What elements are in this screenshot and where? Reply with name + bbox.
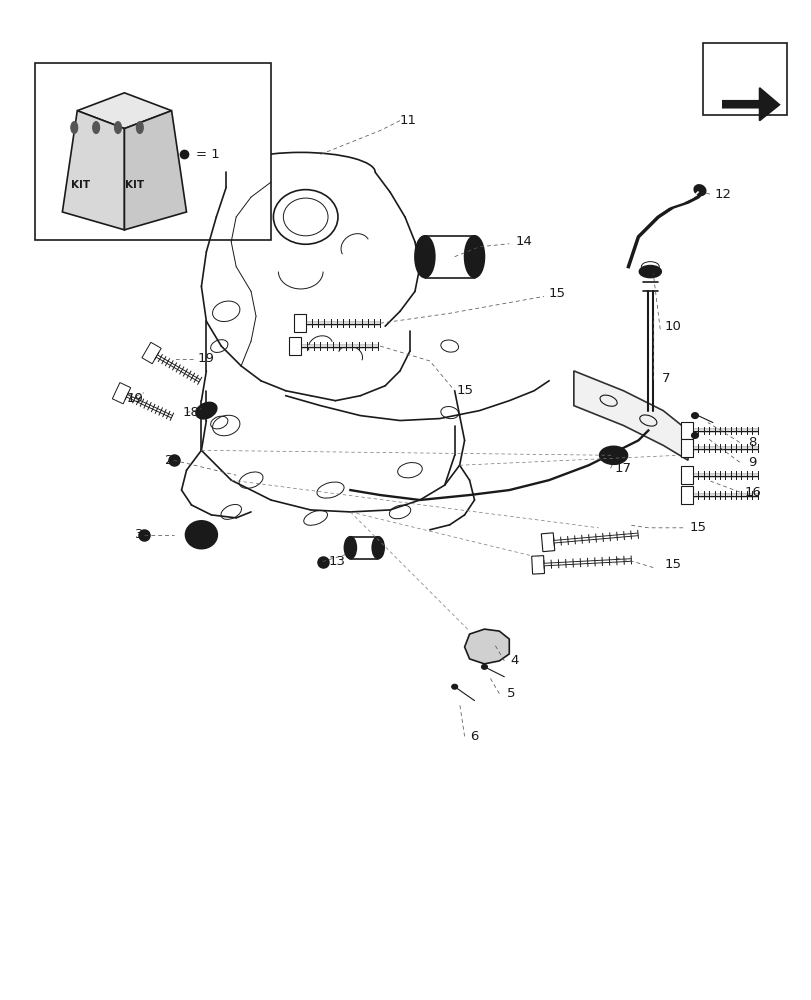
Text: 13: 13 (328, 555, 345, 568)
Polygon shape (541, 533, 554, 552)
Text: 12: 12 (714, 188, 731, 201)
Ellipse shape (92, 122, 100, 134)
Text: 10: 10 (664, 320, 680, 333)
Text: = 1: = 1 (196, 148, 220, 161)
Ellipse shape (414, 236, 434, 278)
Polygon shape (294, 314, 305, 332)
Ellipse shape (599, 446, 627, 464)
Text: 15: 15 (456, 384, 473, 397)
Polygon shape (124, 111, 187, 230)
Ellipse shape (136, 122, 143, 134)
Polygon shape (112, 383, 131, 404)
Polygon shape (77, 93, 171, 129)
Polygon shape (680, 422, 692, 439)
Ellipse shape (195, 402, 217, 419)
Text: 11: 11 (399, 114, 416, 127)
Ellipse shape (371, 537, 384, 559)
Text: 6: 6 (470, 730, 478, 743)
Text: 18: 18 (182, 406, 200, 419)
Ellipse shape (691, 432, 697, 438)
Text: 3: 3 (135, 528, 144, 541)
Ellipse shape (691, 413, 697, 419)
Polygon shape (62, 111, 124, 230)
Ellipse shape (693, 185, 705, 195)
Text: 17: 17 (614, 462, 631, 475)
Text: KIT: KIT (125, 180, 144, 190)
Polygon shape (573, 371, 687, 460)
Polygon shape (680, 466, 692, 484)
Text: 15: 15 (664, 558, 680, 571)
Text: 8: 8 (748, 436, 756, 449)
Text: 15: 15 (547, 287, 564, 300)
Polygon shape (680, 486, 692, 504)
Text: 15: 15 (689, 521, 706, 534)
Ellipse shape (114, 122, 122, 134)
Polygon shape (289, 337, 300, 355)
Polygon shape (142, 342, 161, 364)
Polygon shape (531, 556, 544, 574)
Polygon shape (680, 439, 692, 457)
Text: 16: 16 (743, 486, 760, 499)
Text: 19: 19 (127, 392, 144, 405)
FancyBboxPatch shape (35, 63, 271, 240)
Polygon shape (722, 88, 779, 121)
Text: 14: 14 (515, 235, 532, 248)
Ellipse shape (71, 122, 78, 134)
Polygon shape (464, 629, 508, 664)
Ellipse shape (344, 537, 356, 559)
Text: 7: 7 (661, 372, 670, 385)
Text: KIT: KIT (71, 180, 90, 190)
Ellipse shape (451, 684, 457, 689)
Ellipse shape (464, 236, 484, 278)
Ellipse shape (481, 664, 487, 669)
Text: 9: 9 (748, 456, 756, 469)
FancyBboxPatch shape (702, 43, 787, 115)
Text: 2: 2 (165, 454, 174, 467)
Text: 4: 4 (509, 654, 517, 667)
Text: 5: 5 (506, 687, 515, 700)
Ellipse shape (638, 266, 660, 278)
Ellipse shape (185, 521, 217, 549)
Text: 19: 19 (198, 352, 215, 365)
